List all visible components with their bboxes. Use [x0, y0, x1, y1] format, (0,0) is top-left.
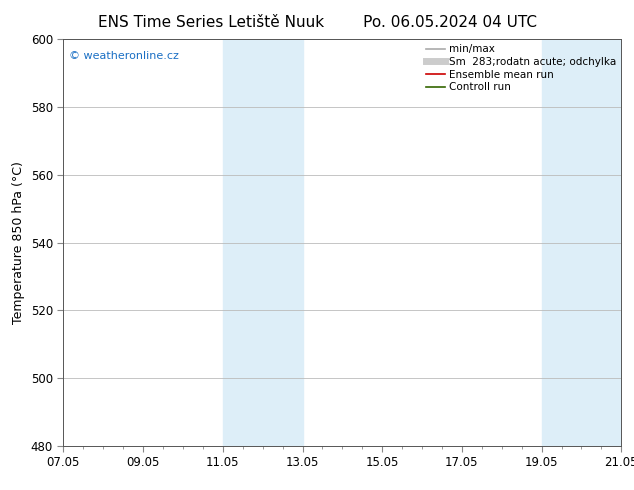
Y-axis label: Temperature 850 hPa (°C): Temperature 850 hPa (°C)	[12, 161, 25, 324]
Text: ENS Time Series Letiště Nuuk        Po. 06.05.2024 04 UTC: ENS Time Series Letiště Nuuk Po. 06.05.2…	[98, 15, 536, 30]
Text: © weatheronline.cz: © weatheronline.cz	[69, 51, 179, 61]
Bar	[541, 39, 621, 446]
Legend: min/max, Sm  283;rodatn acute; odchylka, Ensemble mean run, Controll run: min/max, Sm 283;rodatn acute; odchylka, …	[424, 42, 618, 94]
Bar	[223, 39, 302, 446]
